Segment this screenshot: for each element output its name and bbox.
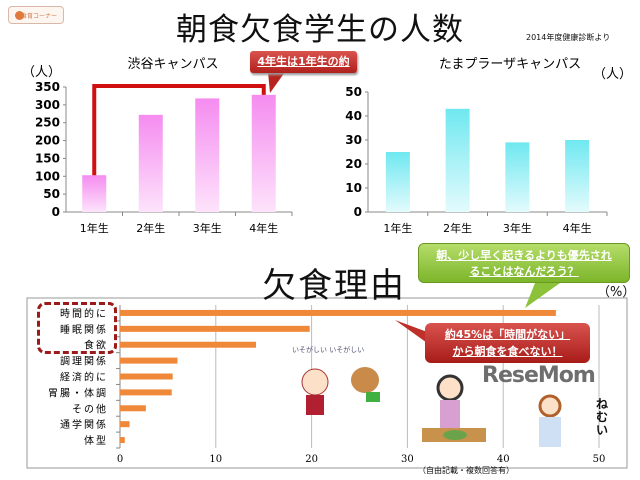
question-callout-pointer [525, 283, 560, 308]
question-callout: 朝、少し早く起きるよりも優先され ることはなんだろう？ [418, 243, 630, 283]
bar [120, 309, 556, 316]
x-tick-label: 2年生 [443, 221, 472, 235]
breakfast-plate-icon [443, 430, 467, 440]
bar [82, 175, 107, 212]
highlight-line-1: 約45%は「時間がない」 [444, 328, 571, 341]
y-tick-label: 0 [354, 205, 362, 219]
y-axis-unit: （人） [22, 65, 61, 80]
bar [138, 114, 163, 212]
ratio-callout: 4年生は1年生の約3.5倍 [250, 51, 357, 90]
x-tick-label: 1年生 [80, 221, 109, 235]
eating-girl-body-icon [440, 400, 460, 428]
bar [120, 325, 310, 332]
y-tick-label: 150 [35, 151, 60, 165]
bar [120, 373, 173, 380]
category-label: 食欲 [84, 339, 108, 352]
category-label: 体型 [84, 434, 108, 447]
y-tick-label: 100 [35, 169, 60, 183]
bar [251, 94, 276, 212]
x-tick-label: 50 [593, 454, 606, 465]
y-tick-label: 0 [52, 205, 60, 219]
bar [120, 341, 257, 348]
highlight-line-2: から朝食を食べない！ [452, 345, 563, 358]
y-tick-label: 200 [35, 134, 60, 148]
callout-pointer [268, 72, 285, 93]
x-tick-label: 20 [305, 454, 318, 465]
highlight-callout: 約45%は「時間がない」 から朝食を食べない！ [425, 323, 590, 363]
chart-title: たまプラーザキャンパス [439, 57, 581, 72]
hurrying-girl-body-icon [306, 395, 324, 415]
bar [120, 421, 130, 428]
bar [385, 152, 410, 212]
y-tick-label: 10 [345, 181, 362, 195]
comparison-connector [92, 84, 266, 176]
bar [565, 140, 590, 212]
page-title: 朝食欠食学生の人数 [176, 12, 464, 48]
y-tick-label: 50 [43, 187, 60, 201]
y-tick-label: 300 [35, 98, 60, 112]
bar [120, 357, 178, 364]
bar [120, 405, 146, 412]
y-tick-label: 20 [345, 157, 362, 171]
hurrying-woman-body-icon [366, 392, 380, 402]
x-tick-label: 30 [401, 454, 414, 465]
x-tick-label: 1年生 [383, 221, 412, 235]
bar [120, 389, 172, 396]
y-tick-label: 250 [35, 116, 60, 130]
bar [120, 437, 125, 444]
category-label: 通学関係 [60, 418, 108, 431]
bar [195, 98, 220, 212]
category-label: 経済的に [60, 371, 108, 384]
x-tick-label: 4年生 [249, 221, 278, 235]
sleepy-label: ねむい [596, 397, 609, 437]
top-reasons-highlight-box [37, 302, 117, 354]
x-tick-label: 3年生 [193, 221, 222, 235]
x-tick-label: 40 [497, 454, 510, 465]
reasons-title: 欠食理由 [262, 266, 406, 306]
category-label: 睡眠関係 [60, 323, 108, 336]
x-tick-label: 4年生 [563, 221, 592, 235]
chart-note: （自由記載・複数回答有） [418, 466, 514, 475]
chart-title: 渋谷キャンパス [127, 57, 218, 72]
logo: 食育コーナー [8, 6, 64, 24]
x-tick-label: 10 [209, 454, 222, 465]
eating-girl-icon [436, 374, 464, 402]
category-label: 調理関係 [60, 355, 108, 368]
bar [505, 142, 530, 212]
question-line-1: 朝、少し早く起きるよりも優先され [436, 249, 612, 262]
y-tick-label: 40 [345, 109, 362, 123]
sleepy-man-icon [538, 394, 562, 418]
category-label: 胃腸・体調 [48, 386, 108, 399]
y-tick-label: 30 [345, 133, 362, 147]
logo-text: 食育コーナー [20, 12, 57, 20]
source-note: 2014年度健康診断より [526, 33, 611, 42]
percent-unit-label: （%） [597, 285, 636, 300]
x-tick-label: 0 [117, 454, 123, 465]
hurrying-girl-icon [301, 368, 329, 396]
hurrying-woman-icon [351, 367, 379, 393]
x-tick-label: 3年生 [503, 221, 532, 235]
y-axis-unit: （人） [593, 67, 632, 82]
y-tick-label: 350 [35, 80, 60, 94]
bar [445, 108, 470, 212]
y-tick-label: 50 [345, 85, 362, 99]
category-label: 時間的に [60, 307, 108, 320]
x-tick-label: 2年生 [136, 221, 165, 235]
watermark-logo: ReseMom [482, 363, 596, 388]
hurry-label: いそがしい いそがしい [292, 345, 364, 354]
highlight-callout-pointer [395, 320, 430, 345]
sleepy-man-body-icon [539, 417, 561, 447]
category-label: その他 [72, 402, 108, 415]
question-line-2: ることはなんだろう？ [469, 265, 579, 278]
